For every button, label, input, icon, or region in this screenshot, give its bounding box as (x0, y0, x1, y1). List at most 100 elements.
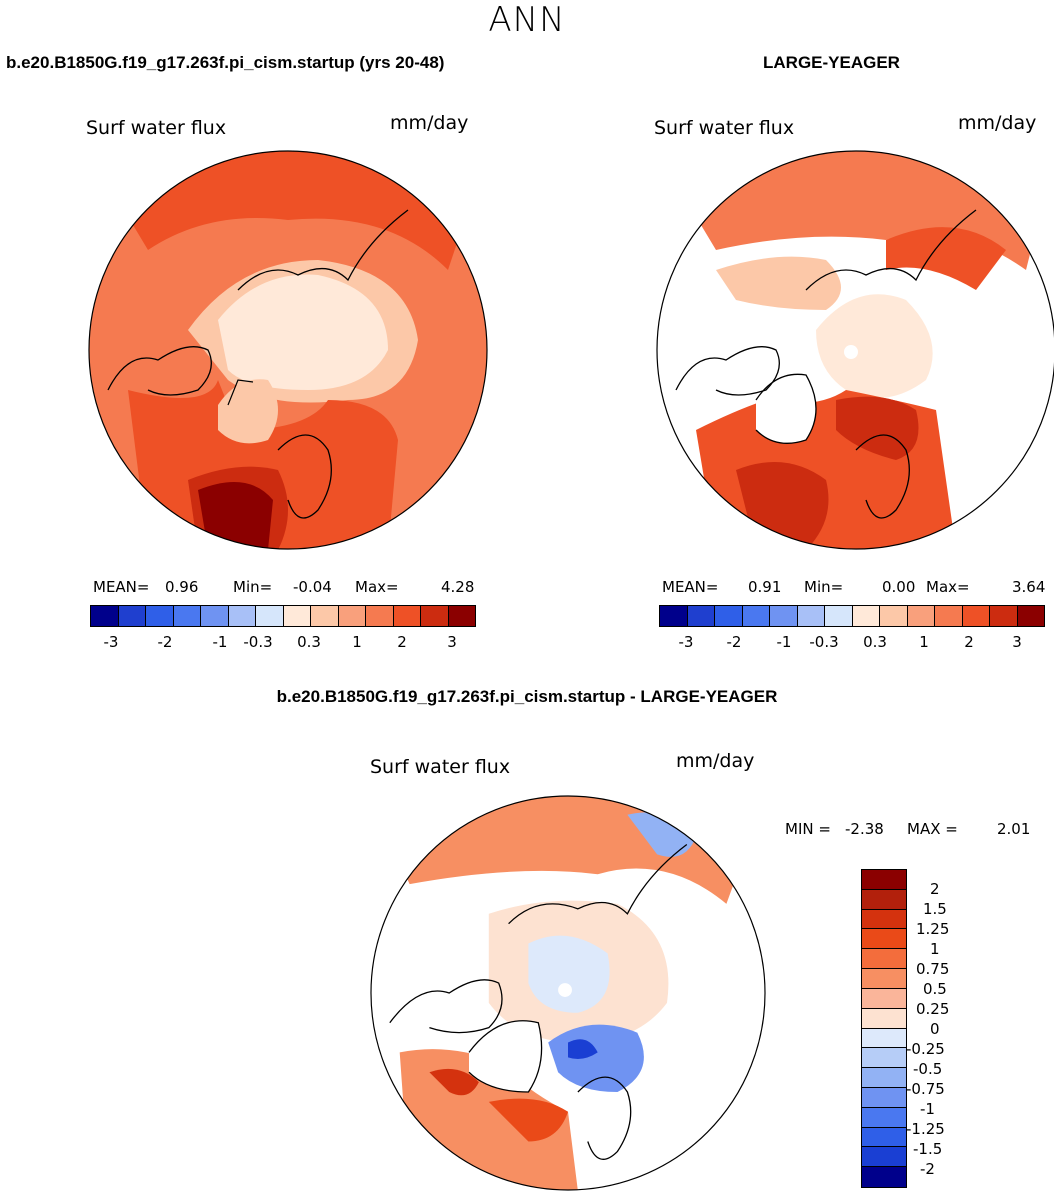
panel1-max-region (198, 482, 273, 549)
panel2-colorbar-ticks: -3 -2 -1 -0.3 0.3 1 2 3 (659, 633, 1043, 653)
panel2-greenland (756, 374, 816, 444)
diff-arctic-negative (528, 935, 610, 1013)
colorbar-swatch (687, 606, 715, 626)
colorbar-swatch (366, 606, 394, 626)
diff-tick: -0.5 (913, 1060, 943, 1078)
diff-minmax: MIN = -2.38 MAX = 2.01 (785, 820, 1045, 840)
panel1-tick: 1 (352, 633, 362, 651)
colorbar-swatch (862, 929, 906, 950)
colorbar-swatch (256, 606, 284, 626)
colorbar-swatch (311, 606, 339, 626)
panel1-tick: 2 (397, 633, 407, 651)
diff-tick: -1.5 (913, 1140, 943, 1158)
figure-title: ANN (488, 0, 566, 40)
panel1-var-label: Surf water flux (86, 117, 227, 139)
panel1-stats: MEAN= 0.96 Min= -0.04 Max= 4.28 (93, 578, 483, 598)
colorbar-swatch (228, 606, 256, 626)
panel1-greenland (218, 379, 278, 444)
diff-greenland (469, 1020, 542, 1092)
colorbar-swatch (852, 606, 880, 626)
colorbar-swatch (962, 606, 990, 626)
colorbar-swatch (862, 1008, 906, 1029)
panel1-pacific-region (89, 151, 487, 270)
colorbar-swatch (715, 606, 743, 626)
panel2-atlantic-region (696, 390, 956, 549)
panel2-mean-label: MEAN= (662, 578, 719, 596)
diff-pole-hole (558, 983, 572, 997)
panel2-map-border (656, 150, 1054, 550)
diff-map-border (370, 795, 766, 1191)
diff-tick: 1.5 (923, 900, 947, 918)
panel1-map-border (88, 150, 488, 550)
colorbar-swatch (797, 606, 825, 626)
colorbar-swatch (201, 606, 229, 626)
panel2-pole-hole (844, 345, 858, 359)
panel2-min-label: Min= (804, 578, 844, 596)
diff-labrador-core (429, 1068, 479, 1096)
colorbar-swatch (338, 606, 366, 626)
diff-tick: -0.75 (906, 1080, 945, 1098)
panel2-map (656, 150, 1054, 550)
colorbar-swatch (862, 909, 906, 930)
colorbar-swatch (770, 606, 798, 626)
diff-tick: 0.75 (916, 960, 950, 978)
colorbar-swatch (862, 949, 906, 970)
diff-title: b.e20.B1850G.f19_g17.263f.pi_cism.startu… (276, 687, 778, 706)
colorbar-swatch (421, 606, 449, 626)
panel1-mean-value: 0.96 (165, 578, 199, 596)
diff-tick: 0.25 (916, 1000, 950, 1018)
colorbar-swatch (907, 606, 935, 626)
diff-tick: -1.25 (906, 1120, 945, 1138)
panel1-tick: 3 (447, 633, 457, 651)
colorbar-swatch (862, 1147, 906, 1168)
colorbar-swatch (825, 606, 853, 626)
panel2-tick: 0.3 (863, 633, 887, 651)
panel1-max-value: 4.28 (441, 578, 475, 596)
panel1-min-value: -0.04 (293, 578, 332, 596)
diff-max-label: MAX = (907, 820, 958, 838)
colorbar-swatch (862, 1068, 906, 1088)
panel2-case-title: LARGE-YEAGER (763, 53, 900, 72)
panel1-units: mm/day (390, 112, 469, 134)
diff-min-region (568, 1039, 598, 1059)
panel2-tick: -1 (776, 633, 792, 651)
diff-units: mm/day (676, 750, 755, 772)
diff-tick: 1.25 (916, 920, 950, 938)
panel1-arctic-inner (218, 274, 388, 390)
colorbar-swatch (862, 889, 906, 910)
panel1-tick: -3 (103, 633, 119, 651)
diff-var-label: Surf water flux (370, 756, 511, 778)
panel2-tick: 3 (1012, 633, 1022, 651)
diff-tick: 1 (930, 940, 940, 958)
panel2-stats: MEAN= 0.91 Min= 0.00 Max= 3.64 (662, 578, 1052, 598)
colorbar-swatch (118, 606, 146, 626)
colorbar-swatch (990, 606, 1018, 626)
colorbar-swatch (448, 606, 475, 626)
diff-tick: 0.5 (923, 980, 947, 998)
panel2-max-label: Max= (926, 578, 970, 596)
panel2-pacific-region (657, 151, 1054, 270)
panel2-tick: 1 (919, 633, 929, 651)
diff-min-label: MIN = (785, 820, 831, 838)
colorbar-swatch (146, 606, 174, 626)
panel2-units: mm/day (958, 112, 1037, 134)
colorbar-swatch (862, 1167, 906, 1187)
panel2-arctic (816, 294, 933, 398)
diff-colorbar (861, 869, 907, 1188)
panel1-case-title: b.e20.B1850G.f19_g17.263f.pi_cism.startu… (6, 53, 445, 72)
panel1-mean-label: MEAN= (93, 578, 150, 596)
panel2-max-value: 3.64 (1012, 578, 1046, 596)
diff-min-value: -2.38 (845, 820, 884, 838)
colorbar-swatch (862, 1107, 906, 1128)
panel1-tick: -1 (212, 633, 228, 651)
panel2-atlantic-core (736, 462, 829, 549)
diff-tick: -0.25 (906, 1040, 945, 1058)
diff-tick: 0 (930, 1020, 940, 1038)
colorbar-swatch (862, 1087, 906, 1108)
colorbar-swatch (173, 606, 201, 626)
diff-tick: 2 (930, 880, 940, 898)
panel1-colorbar (90, 605, 476, 627)
panel2-siberia-band (716, 256, 841, 310)
panel1-min-label: Min= (233, 578, 273, 596)
panel2-tick: -3 (678, 633, 694, 651)
